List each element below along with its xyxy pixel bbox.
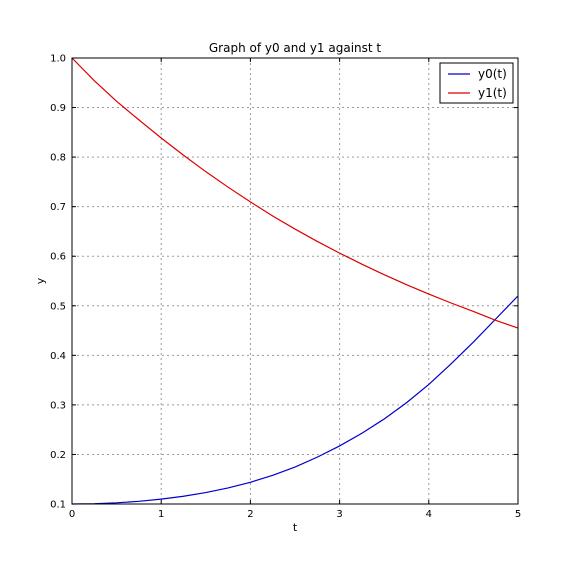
x-tick-label: 5 [515, 509, 521, 520]
y-tick-label: 1.0 [50, 54, 66, 65]
chart-title: Graph of y0 and y1 against t [209, 41, 382, 55]
series-line-1 [71, 57, 519, 329]
ticks-layer [71, 57, 519, 505]
y-tick-label: 0.3 [50, 400, 66, 411]
x-tick-label: 3 [336, 509, 342, 520]
legend: y0(t) y1(t) [439, 62, 514, 104]
y-tick-label: 0.1 [50, 500, 66, 511]
y-tick-labels: 0.1 0.2 0.3 0.4 0.5 0.6 0.7 0.8 0.9 1.0 [50, 54, 66, 511]
legend-box [439, 62, 514, 104]
y-tick-label: 0.7 [50, 202, 66, 213]
series-layer [71, 57, 519, 505]
x-tick-labels: 0 1 2 3 4 5 [69, 509, 521, 520]
x-tick-label: 1 [158, 509, 164, 520]
x-tick-label: 0 [69, 509, 75, 520]
y-tick-label: 0.6 [50, 252, 66, 263]
series-line-0 [71, 295, 519, 505]
y-tick-label: 0.4 [50, 351, 66, 362]
x-tick-label: 2 [247, 509, 253, 520]
x-tick-label: 4 [426, 509, 432, 520]
plot-area [72, 58, 518, 504]
y-tick-label: 0.8 [50, 153, 66, 164]
legend-label-y1: y1(t) [478, 86, 507, 100]
x-axis-label: t [293, 521, 298, 534]
y-tick-label: 0.5 [50, 301, 66, 312]
y-tick-label: 0.9 [50, 103, 66, 114]
y-tick-label: 0.2 [50, 450, 66, 461]
plot-frame [71, 57, 519, 505]
legend-label-y0: y0(t) [478, 67, 507, 81]
y-axis-label: y [34, 277, 47, 284]
